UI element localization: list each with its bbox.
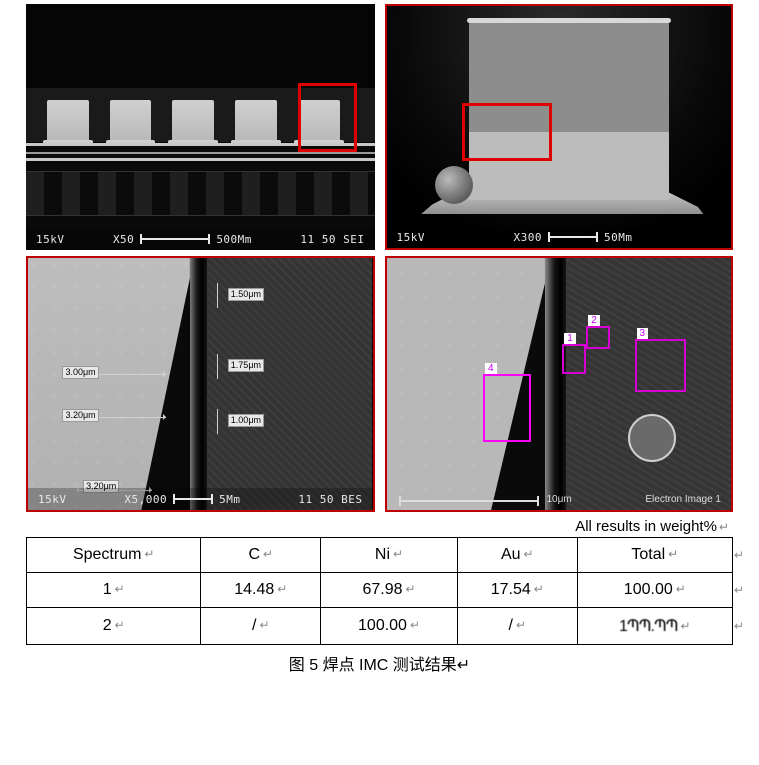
eds-results-table: Spectrum↵C↵Ni↵Au↵Total↵↵ 1↵14.48↵67.98↵1… [26, 537, 733, 645]
spectrum-number: 3 [637, 328, 649, 339]
roi-box [298, 83, 357, 152]
sem-panel-imc-measure: 1.50μm 1.75μm 1.00μm 3.00μm 3.20μm 3.20μ… [26, 256, 375, 512]
table-cell: /↵ [457, 608, 577, 645]
sem-mode: 11 50 BES [298, 493, 362, 506]
figure-caption: 图 5 焊点 IMC 测试结果↵ [4, 645, 755, 675]
dim-label: 1.75μm [228, 359, 264, 372]
cr-mark: ↵ [406, 582, 416, 596]
table-cell: 17.54↵ [457, 573, 577, 608]
sem-mag: X5,000 [124, 493, 167, 506]
table-cell: 2↵ [27, 608, 201, 645]
spectrum-roi: 3 [635, 339, 687, 392]
figure-grid: 15kV X50 500Mm 11 50 SEI 15kV X300 50Mm … [4, 4, 755, 512]
cr-mark: ↵ [681, 619, 691, 633]
column-header: Total↵↵ [577, 538, 732, 573]
results-units-label: All results in weight%↵ [4, 512, 755, 537]
table-cell: 14.48↵ [201, 573, 321, 608]
scale-bar [399, 500, 539, 502]
dim-label: 3.20μm [62, 409, 98, 422]
spectrum-roi: 4 [483, 374, 531, 442]
scale-label: 10μm [547, 494, 572, 505]
sem-kv: 15kV [397, 231, 426, 244]
column-header: C↵ [201, 538, 321, 573]
table-cell: 1ՊՊ.ՊՊ↵↵ [577, 608, 732, 645]
column-header: Ni↵ [321, 538, 458, 573]
cr-mark: ↵ [457, 657, 470, 674]
sem-mag: X300 [514, 231, 543, 244]
sem-scale: 500Mm [216, 233, 252, 246]
spectrum-roi: 2 [586, 326, 610, 349]
spectrum-number: 1 [564, 333, 576, 344]
cr-mark: ↵ [524, 547, 534, 561]
sem-kv: 15kV [38, 493, 67, 506]
cr-mark: ↵ [668, 547, 678, 561]
table-row: 1↵14.48↵67.98↵17.54↵100.00↵↵ [27, 573, 733, 608]
table-row: 2↵/↵100.00↵/↵1ՊՊ.ՊՊ↵↵ [27, 608, 733, 645]
sem-info-bar: 15kV X50 500Mm 11 50 SEI [26, 228, 375, 250]
sem-kv: 15kV [36, 233, 65, 246]
sem-scale: 5Mm [219, 493, 240, 506]
cr-mark: ↵ [516, 618, 526, 632]
image-footer: Electron Image 1 [645, 494, 721, 505]
cr-mark: ↵ [410, 618, 420, 632]
cr-mark: ↵ [277, 582, 287, 596]
sem-panel-eds-rois: 10μm Electron Image 1 1234 [385, 256, 734, 512]
cr-mark: ↵ [115, 582, 125, 596]
table-cell: /↵ [201, 608, 321, 645]
overlay-circle [628, 414, 676, 462]
spectrum-number: 4 [485, 363, 497, 374]
cr-mark: ↵ [534, 582, 544, 596]
dim-label: 1.00μm [228, 414, 264, 427]
sem-mag: X50 [113, 233, 134, 246]
table-cell: 100.00↵↵ [577, 573, 732, 608]
cr-mark: ↵ [259, 618, 269, 632]
sem-panel-low-mag: 15kV X50 500Mm 11 50 SEI [26, 4, 375, 250]
cr-mark: ↵ [144, 547, 154, 561]
sem-info-bar: 15kV X300 50Mm [387, 226, 732, 248]
spectrum-number: 2 [588, 315, 600, 326]
table-cell: 67.98↵ [321, 573, 458, 608]
sem-mode: 11 50 SEI [300, 233, 364, 246]
sem-scale: 50Mm [604, 231, 633, 244]
cr-mark: ↵ [263, 547, 273, 561]
table-cell: 1↵ [27, 573, 201, 608]
column-header: Spectrum↵ [27, 538, 201, 573]
cr-mark: ↵ [393, 547, 403, 561]
cr-mark: ↵ [719, 520, 729, 534]
column-header: Au↵ [457, 538, 577, 573]
sem-info-bar: 15kV X5,000 5Mm 11 50 BES [28, 488, 373, 510]
cr-mark: ↵ [676, 582, 686, 596]
spectrum-roi: 1 [562, 344, 586, 374]
dim-label: 3.00μm [62, 366, 98, 379]
cr-mark: ↵ [115, 618, 125, 632]
table-cell: 100.00↵ [321, 608, 458, 645]
roi-box [462, 103, 552, 161]
dim-label: 1.50μm [228, 288, 264, 301]
sem-panel-single-joint: 15kV X300 50Mm [385, 4, 734, 250]
